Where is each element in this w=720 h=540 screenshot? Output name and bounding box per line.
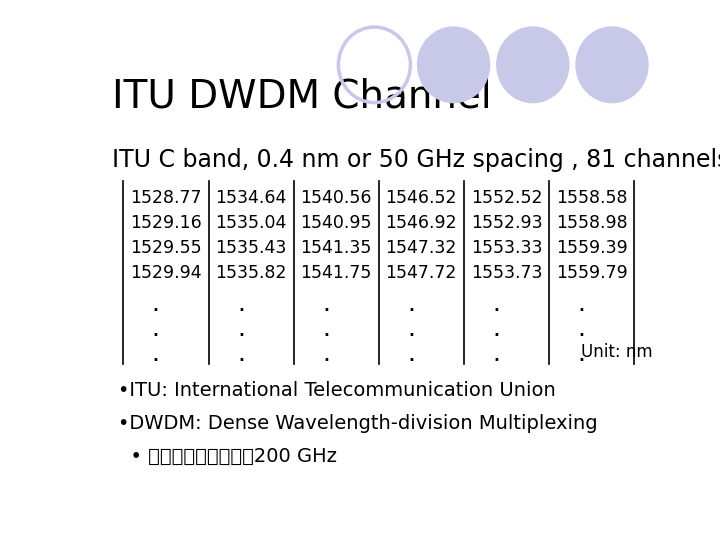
Text: Unit: nm: Unit: nm: [581, 343, 653, 361]
Text: 1546.92: 1546.92: [386, 214, 457, 232]
Text: .: .: [577, 317, 585, 341]
Text: 1529.16: 1529.16: [130, 214, 202, 232]
Text: .: .: [322, 317, 330, 341]
Text: 1559.39: 1559.39: [556, 239, 628, 256]
Text: ITU DWDM Channel: ITU DWDM Channel: [112, 77, 492, 115]
Text: 1552.52: 1552.52: [471, 188, 542, 206]
Text: .: .: [407, 342, 415, 366]
Text: 1540.56: 1540.56: [300, 188, 372, 206]
Text: 1528.77: 1528.77: [130, 188, 202, 206]
Text: 1559.79: 1559.79: [556, 264, 628, 282]
Text: •ITU: International Telecommunication Union: •ITU: International Telecommunication Un…: [118, 381, 556, 400]
Text: ITU C band, 0.4 nm or 50 GHz spacing , 81 channels: ITU C band, 0.4 nm or 50 GHz spacing , 8…: [112, 148, 720, 172]
Text: .: .: [237, 342, 245, 366]
Text: 1558.98: 1558.98: [556, 214, 627, 232]
Text: 1547.32: 1547.32: [386, 239, 457, 256]
Text: .: .: [152, 317, 160, 341]
Text: .: .: [322, 292, 330, 316]
Text: 1546.52: 1546.52: [386, 188, 457, 206]
Text: 1541.75: 1541.75: [300, 264, 372, 282]
Text: .: .: [152, 342, 160, 366]
Text: 1540.95: 1540.95: [300, 214, 372, 232]
Text: 1553.73: 1553.73: [471, 264, 542, 282]
Text: .: .: [152, 292, 160, 316]
Text: .: .: [577, 292, 585, 316]
Text: .: .: [237, 292, 245, 316]
Text: 1541.35: 1541.35: [300, 239, 372, 256]
Text: .: .: [577, 342, 585, 366]
Text: .: .: [407, 317, 415, 341]
Text: •DWDM: Dense Wavelength-division Multiplexing: •DWDM: Dense Wavelength-division Multipl…: [118, 414, 598, 433]
Text: 1529.94: 1529.94: [130, 264, 202, 282]
Text: .: .: [322, 342, 330, 366]
Text: 1547.72: 1547.72: [386, 264, 457, 282]
Text: 1553.33: 1553.33: [471, 239, 542, 256]
Text: 1535.04: 1535.04: [215, 214, 287, 232]
Text: 1535.43: 1535.43: [215, 239, 287, 256]
Text: .: .: [492, 342, 500, 366]
Text: 1529.55: 1529.55: [130, 239, 202, 256]
Text: .: .: [492, 317, 500, 341]
Text: 1535.82: 1535.82: [215, 264, 287, 282]
Text: .: .: [492, 292, 500, 316]
Text: .: .: [407, 292, 415, 316]
Text: 1534.64: 1534.64: [215, 188, 287, 206]
Text: 1558.58: 1558.58: [556, 188, 627, 206]
Text: 1552.93: 1552.93: [471, 214, 542, 232]
Text: • 通道間距等於或小於200 GHz: • 通道間距等於或小於200 GHz: [118, 447, 337, 467]
Text: .: .: [237, 317, 245, 341]
